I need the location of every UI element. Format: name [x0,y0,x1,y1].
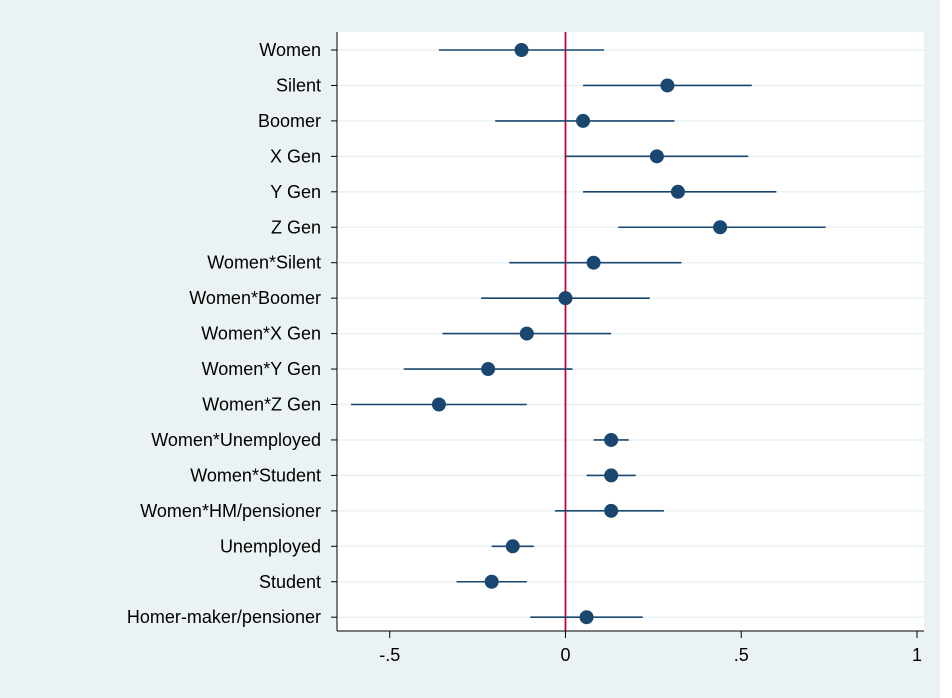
point-estimate [514,43,529,57]
point-estimate [604,432,619,447]
point-estimate [604,468,619,483]
point-estimate [660,78,675,93]
category-label: Silent [276,75,321,95]
point-estimate [576,113,591,128]
point-estimate [604,503,619,518]
point-estimate [713,220,728,235]
point-estimate [579,610,594,625]
category-label: Women*Boomer [189,288,321,308]
category-label: Y Gen [270,182,321,202]
point-estimate [586,255,601,270]
point-estimate [505,539,520,554]
point-estimate [558,291,573,306]
category-label: Student [259,572,321,592]
y-axis-labels: Women Silent Boomer X Gen Y Gen Z Gen Women*Si… [127,40,337,627]
estimates-layer [351,43,826,625]
category-label: Women*Y Gen [202,359,321,379]
point-estimate [484,574,499,589]
x-tick-label: 1 [912,645,922,665]
category-label: Women*Unemployed [151,430,321,450]
category-label: X Gen [270,146,321,166]
point-estimate [670,184,685,199]
category-label: Women*HM/pensioner [140,501,321,521]
point-estimate [519,326,534,341]
point-estimate [431,397,446,412]
x-tick-label: -.5 [379,645,400,665]
x-tick-label: 0 [560,645,570,665]
x-axis-ticks: -.5 0 .5 1 [379,631,922,665]
category-label: Women*Silent [207,253,321,273]
category-label: Women*Student [190,465,321,485]
plot-area [337,32,924,631]
point-estimate [481,362,496,377]
category-label: Boomer [258,111,321,131]
category-label: Z Gen [271,217,321,237]
category-label: Women [259,40,321,60]
category-label: Women*Z Gen [202,395,321,415]
category-label: Women*X Gen [201,324,321,344]
category-label: Unemployed [220,536,321,556]
category-label: Homer-maker/pensioner [127,607,321,627]
x-tick-label: .5 [734,645,749,665]
point-estimate [649,149,664,164]
